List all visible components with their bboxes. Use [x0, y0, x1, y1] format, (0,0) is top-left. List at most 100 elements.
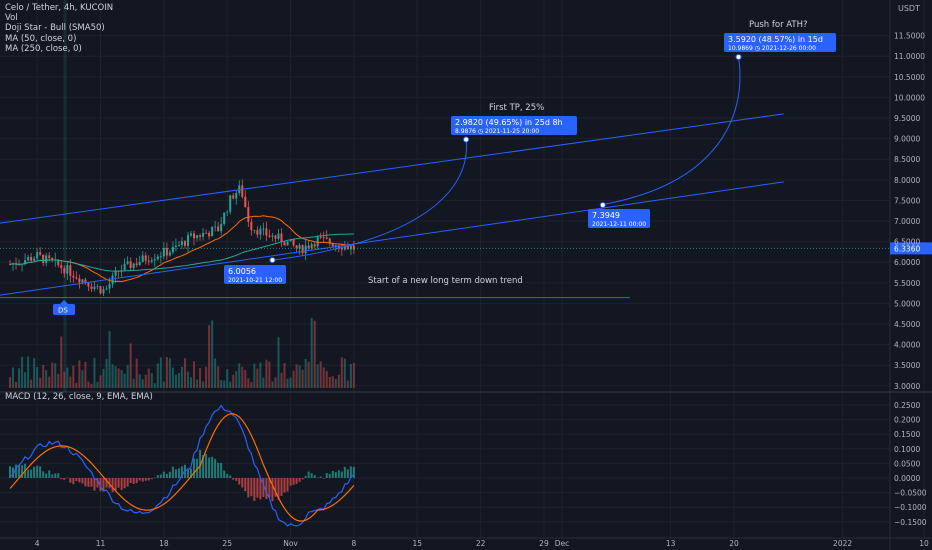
macd-histogram-bar	[313, 475, 316, 478]
indicator-ma50[interactable]: MA (50, close, 0)	[5, 33, 77, 44]
candle-body	[81, 279, 84, 283]
macd-histogram-bar	[165, 473, 168, 478]
mid-date: 2021-12-11 00:00	[592, 221, 646, 228]
macd-tick-label: −0.1500	[894, 518, 927, 527]
macd-histogram-bar	[304, 475, 307, 478]
volume-bar	[241, 366, 244, 388]
candle-body	[202, 232, 205, 237]
macd-histogram-bar	[208, 457, 211, 478]
macd-histogram-bar	[177, 468, 180, 478]
macd-histogram-bar	[72, 478, 75, 485]
candle-body	[111, 275, 114, 285]
volume-bar	[325, 370, 328, 388]
volume-bar	[129, 343, 132, 388]
volume-bar	[247, 378, 250, 388]
volume-bar	[90, 383, 93, 388]
macd-histogram-bar	[211, 456, 214, 478]
candle-body	[141, 255, 144, 262]
macd-histogram-bar	[190, 468, 192, 478]
macd-histogram-bar	[352, 466, 355, 478]
anchor-point	[463, 136, 470, 143]
price-tick-label: 3.5000	[894, 361, 920, 370]
volume-bar	[183, 358, 186, 388]
macd-histogram-bar	[138, 478, 141, 481]
first-tp-box-text: 2.9820 (49.65%) in 25d 8h	[455, 118, 563, 127]
macd-tick-label: 0.2000	[894, 416, 920, 425]
candle-body	[45, 255, 48, 264]
indicator-doji-star[interactable]: Doji Star - Bull (SMA50)	[5, 23, 105, 34]
volume-bar	[84, 361, 87, 388]
volume-bar	[42, 364, 45, 388]
indicator-ma250[interactable]: MA (250, close, 0)	[5, 43, 82, 54]
macd-histogram-bar	[343, 466, 346, 478]
volume-bar	[277, 337, 280, 388]
volume-bar	[319, 361, 322, 388]
candle-body	[199, 235, 202, 237]
volume-bar	[343, 358, 346, 388]
candle-body	[262, 228, 265, 230]
candle-body	[135, 263, 138, 265]
volume-bar	[190, 377, 192, 388]
macd-histogram-bar	[180, 466, 183, 478]
macd-histogram-bar	[36, 465, 39, 478]
time-tick-label: 2022	[833, 539, 852, 548]
volume-bar	[286, 378, 289, 388]
candle-body	[190, 233, 192, 236]
macd-histogram-bar	[193, 458, 196, 478]
currency-label[interactable]: USDT	[898, 4, 920, 13]
volume-bar	[211, 320, 214, 388]
price-tick-label: 11.0000	[894, 52, 925, 61]
volume-bar	[235, 371, 238, 388]
candle-body	[286, 241, 289, 246]
candle-body	[241, 185, 244, 197]
candle-body	[346, 245, 349, 250]
volume-bar	[141, 379, 144, 388]
candle-body	[72, 275, 75, 278]
macd-legend[interactable]: MACD (12, 26, close, 9, EMA, EMA)	[5, 392, 153, 402]
candle-body	[343, 245, 346, 250]
macd-histogram-bar	[141, 478, 144, 482]
candle-body	[211, 227, 214, 237]
macd-histogram-bar	[57, 473, 60, 478]
candle-body	[78, 278, 81, 283]
macd-histogram-bar	[96, 478, 99, 488]
candle-body	[250, 221, 253, 231]
macd-histogram-bar	[283, 478, 286, 493]
macd-histogram-bar	[274, 478, 277, 497]
macd-histogram-bar	[162, 471, 165, 478]
ds-badge-text: DS	[58, 307, 68, 315]
macd-histogram-bar	[232, 478, 235, 480]
macd-histogram-bar	[199, 449, 202, 478]
volume-bar	[39, 377, 42, 388]
candle-body	[186, 235, 189, 246]
candle-body	[39, 252, 42, 255]
first-tp-curve	[272, 139, 467, 261]
price-tick-label: 8.5000	[894, 155, 920, 164]
candle-body	[126, 261, 129, 264]
volume-bar	[196, 379, 199, 388]
price-tick-label: 4.0000	[894, 341, 920, 350]
first-tp-label-box	[451, 116, 577, 135]
volume-bar	[346, 380, 349, 388]
macd-histogram-bar	[174, 469, 177, 478]
volume-bar	[217, 366, 220, 388]
candle-body	[259, 228, 262, 235]
candle-body	[57, 259, 60, 266]
indicator-vol[interactable]: Vol	[5, 13, 18, 24]
candle-body	[301, 245, 304, 254]
volume-bar	[186, 371, 189, 388]
candle-body	[42, 254, 45, 264]
volume-bar	[138, 374, 141, 388]
candle-body	[247, 207, 250, 222]
candle-body	[159, 256, 162, 258]
macd-histogram-bar	[235, 478, 238, 481]
macd-histogram-bar	[196, 458, 199, 478]
macd-histogram-bar	[45, 473, 48, 478]
symbol-title[interactable]: Celo / Tether, 4h, KUCOIN	[5, 3, 114, 13]
macd-histogram-bar	[250, 478, 253, 497]
candle-body	[69, 265, 72, 276]
candle-body	[274, 235, 277, 239]
price-tick-label: 4.5000	[894, 320, 920, 329]
macd-histogram-bar	[168, 471, 171, 478]
